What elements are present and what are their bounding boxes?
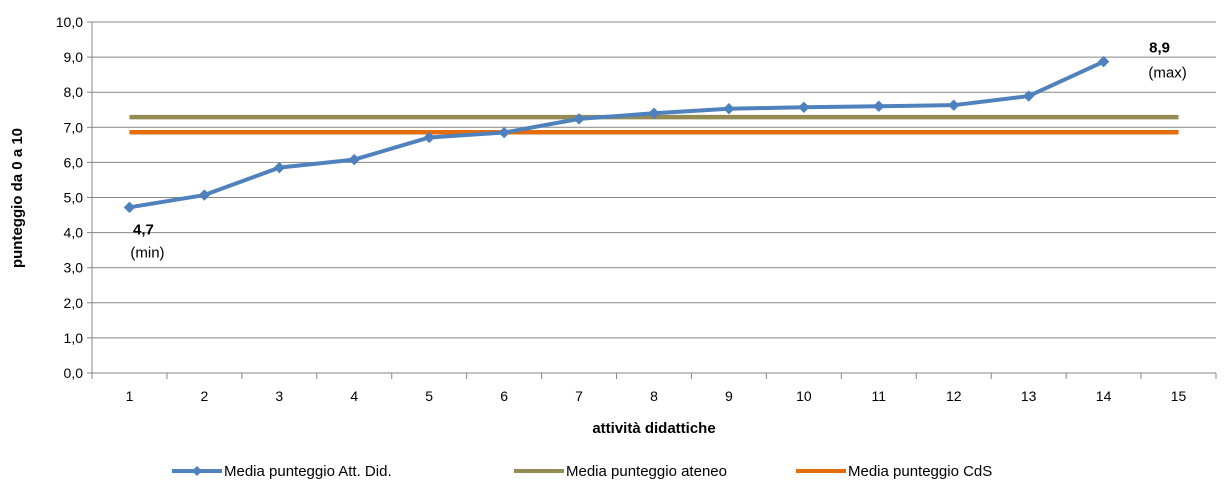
x-axis-title: attività didattiche xyxy=(592,420,715,437)
y-tick-label: 8,0 xyxy=(64,84,84,100)
x-tick-label: 9 xyxy=(725,388,733,404)
data-point xyxy=(648,107,660,119)
legend-label: Media punteggio CdS xyxy=(848,463,992,480)
data-markers xyxy=(123,55,1110,214)
x-tick-label: 11 xyxy=(872,388,887,404)
data-point xyxy=(273,161,286,174)
y-tick-label: 5,0 xyxy=(64,190,84,206)
data-point xyxy=(198,189,211,201)
x-tick-label: 5 xyxy=(425,388,433,404)
series-line-0 xyxy=(129,59,1105,210)
data-point xyxy=(498,126,510,139)
legend-item: Media punteggio CdS xyxy=(796,463,992,480)
data-point xyxy=(948,99,960,111)
legend-item: Media punteggio ateneo xyxy=(514,463,727,480)
legend: Media punteggio Att. Did. Media punteggio… xyxy=(172,463,992,480)
x-tick-label: 3 xyxy=(275,388,283,404)
data-point xyxy=(1097,55,1110,68)
x-tick-label: 14 xyxy=(1096,388,1112,404)
y-tick-label: 6,0 xyxy=(64,154,84,170)
y-tick-labels: 0,0 1,0 2,0 3,0 4,0 5,0 6,0 7,0 8,0 9,0 10,0 xyxy=(56,14,83,381)
x-tick-label: 6 xyxy=(500,388,508,404)
data-point xyxy=(723,102,735,115)
y-tick-label: 9,0 xyxy=(64,49,84,65)
x-tick-label: 13 xyxy=(1021,388,1037,404)
annotation-tag: (min) xyxy=(130,244,164,261)
axes xyxy=(87,21,1217,379)
data-point xyxy=(873,100,885,112)
y-tick-label: 10,0 xyxy=(56,14,83,30)
annotation-tag: (max) xyxy=(1148,65,1186,82)
annotation-value: 8,9 xyxy=(1149,40,1170,57)
data-point xyxy=(1022,90,1035,102)
x-tick-label: 2 xyxy=(201,388,209,404)
x-tick-label: 10 xyxy=(796,388,812,404)
legend-marker xyxy=(192,466,202,476)
legend-label: Media punteggio ateneo xyxy=(566,463,727,480)
y-tick-label: 7,0 xyxy=(64,119,84,135)
x-tick-label: 15 xyxy=(1171,388,1187,404)
series-lines xyxy=(129,59,1179,210)
annotations: 4,7 (min) 8,9 (max) xyxy=(130,40,1186,262)
x-tick-labels: 1 2 3 4 5 6 7 8 9 10 11 12 13 14 15 xyxy=(126,388,1187,404)
legend-item: Media punteggio Att. Did. xyxy=(172,463,392,480)
y-tick-label: 1,0 xyxy=(64,330,84,346)
data-point xyxy=(123,201,136,214)
x-tick-label: 7 xyxy=(575,388,583,404)
data-point xyxy=(573,113,585,125)
x-tick-label: 4 xyxy=(350,388,358,404)
annotation-value: 4,7 xyxy=(133,221,154,238)
y-tick-label: 0,0 xyxy=(64,365,84,381)
gridlines xyxy=(92,21,1216,339)
data-point xyxy=(348,153,360,166)
y-tick-label: 4,0 xyxy=(64,225,84,241)
x-tick-label: 1 xyxy=(126,388,134,404)
x-tick-label: 8 xyxy=(650,388,658,404)
y-tick-label: 3,0 xyxy=(64,260,84,276)
legend-label: Media punteggio Att. Did. xyxy=(224,463,392,480)
data-point xyxy=(798,101,810,114)
x-tick-label: 12 xyxy=(946,388,962,404)
data-point xyxy=(423,131,435,144)
y-tick-label: 2,0 xyxy=(64,295,84,311)
y-axis-title: punteggio da 0 a 10 xyxy=(9,128,26,268)
